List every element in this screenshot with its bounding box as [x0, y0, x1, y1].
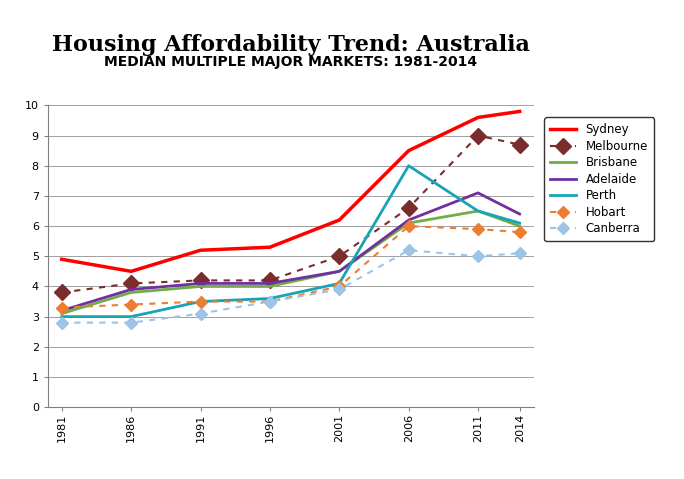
Legend: Sydney, Melbourne, Brisbane, Adelaide, Perth, Hobart, Canberra: Sydney, Melbourne, Brisbane, Adelaide, P… [544, 117, 654, 241]
Title: MEDIAN MULTIPLE MAJOR MARKETS: 1981-2014: MEDIAN MULTIPLE MAJOR MARKETS: 1981-2014 [104, 56, 477, 69]
Text: Housing Affordability Trend: Australia: Housing Affordability Trend: Australia [52, 34, 529, 56]
